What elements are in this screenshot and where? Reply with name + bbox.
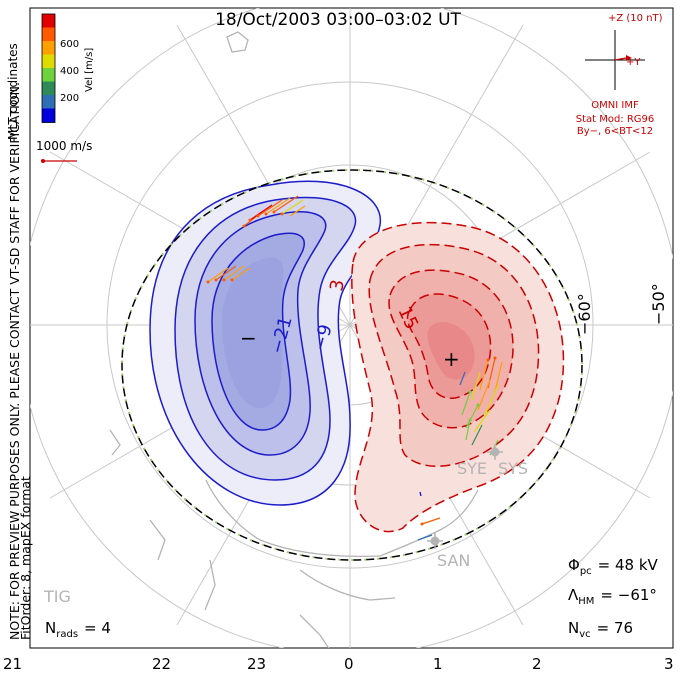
color-scale-tick-400: 400 (60, 66, 79, 77)
svg-text:Nvc= 76: Nvc = 76 (568, 619, 633, 640)
contour-label-pos-3: 3 (326, 278, 349, 293)
mlt-tick-0: 0 (344, 655, 354, 673)
lat-label-50: −50° (649, 283, 668, 325)
coastlines (109, 31, 479, 648)
map-title: 18/Oct/2003 03:00–03:02 UT (215, 10, 461, 30)
imf-condition: By−, 6<BT<12 (577, 126, 653, 137)
stat-cross-polar-cap-potential: Φpc = 48 kV (568, 556, 659, 577)
potential-min-marker: − (240, 326, 257, 350)
mlt-tick-21: 21 (3, 655, 22, 673)
mlt-tick-3: 3 (664, 655, 674, 673)
vector-dots (206, 210, 497, 526)
side-note-preview: NOTE: FOR PREVIEW PURPOSES ONLY. PLEASE … (7, 82, 22, 640)
imf-source: OMNI IMF (591, 100, 639, 111)
color-scale-tick-600: 600 (60, 39, 79, 50)
imf-clock-dial (585, 30, 645, 90)
negative-potential-cell (149, 180, 382, 506)
mlt-tick-23: 23 (247, 655, 266, 673)
mlt-tick-1: 1 (433, 655, 443, 673)
radar-label-sys: SYS (498, 459, 528, 478)
radar-label-sye: SYE (457, 459, 487, 478)
imf-axis-y-label: +Y (626, 57, 641, 68)
mlt-axis: 21 22 23 0 1 2 3 (3, 655, 674, 673)
side-note-fitorder: FitOrder: 8, mapEX format (18, 476, 33, 640)
potential-max-marker: + (443, 347, 460, 371)
stat-radar-count: Nrads = 4 (45, 619, 111, 640)
radar-site-markers (427, 444, 503, 549)
radar-label-san: SAN (437, 551, 470, 570)
svg-text:Φpc= 48 kV: Φpc = 48 kV (568, 556, 659, 577)
hm-boundary-vectors (121, 169, 583, 561)
stat-hm-latitude: ΛHM = −61° (568, 586, 657, 607)
stat-vector-count: Nvc = 76 (568, 619, 633, 640)
hm-boundary (121, 169, 583, 561)
mlt-tick-22: 22 (152, 655, 171, 673)
svg-text:ΛHM= −61°: ΛHM = −61° (568, 586, 657, 607)
lat-label-60: −60° (575, 293, 594, 335)
imf-axis-z-label: +Z (10 nT) (608, 13, 663, 24)
svg-text:Nrads= 4: Nrads = 4 (45, 619, 111, 640)
color-scale-tick-200: 200 (60, 93, 79, 104)
imf-model: Stat Mod: RG96 (576, 114, 655, 125)
velocity-color-scale (41, 13, 56, 123)
vector-scale-bar (41, 159, 77, 163)
color-scale-label: Vel [m/s] (84, 48, 95, 92)
radar-label-tig: TIG (43, 587, 71, 606)
coord-label: MLT coordinates (6, 43, 20, 140)
mlt-tick-2: 2 (532, 655, 542, 673)
plot-frame (29, 7, 674, 649)
positive-potential-cell (351, 221, 565, 533)
vector-scale-label: 1000 m/s (36, 139, 92, 153)
